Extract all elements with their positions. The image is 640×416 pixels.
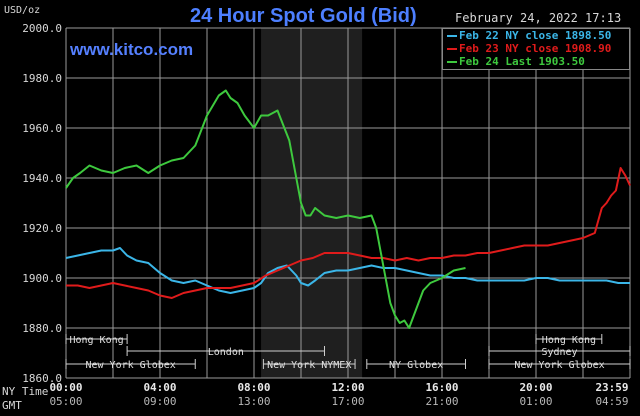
y-tick-label: 1860.0	[22, 372, 62, 385]
gmt-tick: 21:00	[425, 395, 458, 408]
series-lines	[65, 89, 631, 329]
ny-time-tick: 12:00	[331, 381, 364, 394]
legend-item-feb22: Feb 22 NY close 1898.50	[443, 29, 629, 42]
y-axis-unit: USD/oz	[4, 5, 41, 16]
ny-time-label: NY Time	[2, 385, 49, 398]
session-label: NY Globex	[389, 360, 443, 371]
kitco-watermark: www.kitco.com	[70, 40, 194, 59]
nymex-shaded-region	[261, 28, 363, 378]
series-line-0	[65, 247, 630, 294]
gmt-tick: 09:00	[143, 395, 176, 408]
session-label: New York NYMEX	[267, 360, 351, 371]
session-label: Hong Kong	[69, 335, 123, 346]
ny-time-tick: 00:00	[49, 381, 82, 394]
session-label: Hong Kong	[542, 335, 596, 346]
ny-time-tick: 23:59	[595, 381, 628, 394]
chart-timestamp: February 24, 2022 17:13	[455, 11, 622, 25]
ny-time-tick: 16:00	[425, 381, 458, 394]
gmt-tick: 01:00	[519, 395, 552, 408]
series-line-1	[66, 167, 631, 299]
session-label: London	[208, 347, 244, 358]
y-tick-label: 1900.0	[22, 272, 62, 285]
y-tick-label: 1940.0	[22, 172, 62, 185]
legend-label-feb23: Feb 23 NY close 1908.90	[459, 42, 612, 55]
session-label: Sydney	[541, 347, 577, 358]
y-tick-label: 1960.0	[22, 122, 62, 135]
ny-time-tick: 20:00	[519, 381, 552, 394]
legend-swatch-feb22	[447, 35, 457, 37]
ny-time-tick: 04:00	[143, 381, 176, 394]
gmt-tick: 05:00	[49, 395, 82, 408]
legend-swatch-feb24	[447, 61, 457, 63]
chart-legend: Feb 22 NY close 1898.50 Feb 23 NY close …	[442, 28, 630, 70]
series-line-2	[65, 89, 466, 329]
y-tick-label: 2000.0	[22, 22, 62, 35]
y-axis: 1860.0 1880.0 1900.0 1920.0 1940.0 1960.0 1980…	[22, 22, 62, 385]
legend-item-feb23: Feb 23 NY close 1908.90	[443, 42, 629, 55]
legend-item-feb24: Feb 24 Last 1903.50	[443, 55, 629, 68]
session-label: New York Globex	[85, 360, 175, 371]
y-tick-label: 1920.0	[22, 222, 62, 235]
gmt-tick: 13:00	[237, 395, 270, 408]
gmt-label: GMT	[2, 399, 22, 412]
y-tick-label: 1880.0	[22, 322, 62, 335]
x-axis: 00:00 04:00 08:00 12:00 16:00 20:00 23:59 05:00…	[49, 381, 628, 408]
y-tick-label: 1980.0	[22, 72, 62, 85]
chart-title: 24 Hour Spot Gold (Bid)	[190, 5, 417, 27]
legend-label-feb24: Feb 24 Last 1903.50	[459, 55, 585, 68]
gmt-tick: 17:00	[331, 395, 364, 408]
legend-label-feb22: Feb 22 NY close 1898.50	[459, 29, 612, 42]
ny-time-tick: 08:00	[237, 381, 270, 394]
gmt-tick: 04:59	[595, 395, 628, 408]
legend-swatch-feb23	[447, 48, 457, 50]
session-label: New York Globex	[514, 360, 604, 371]
